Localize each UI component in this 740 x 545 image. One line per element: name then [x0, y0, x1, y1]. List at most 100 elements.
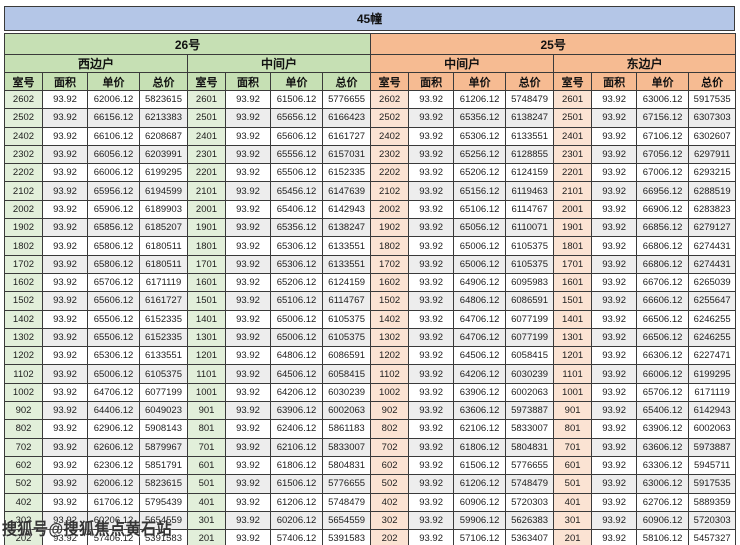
area-cell: 93.92	[591, 474, 638, 494]
total-price-cell: 6077199	[505, 309, 555, 329]
area-cell: 93.92	[408, 364, 455, 384]
unit-price-cell: 63306.12	[636, 455, 690, 476]
unit-price-cell: 66806.12	[636, 254, 690, 274]
total-price-cell: 6114767	[321, 291, 372, 311]
room-cell: 2102	[370, 181, 410, 201]
total-price-cell: 6142943	[321, 199, 372, 220]
table-row: 1302 93.92 65506.12 6152335 1301 93.92 65006.1…	[4, 327, 737, 348]
table-row: 1402 93.92 65506.12 6152335 1401 93.92 65006.1…	[4, 309, 737, 329]
area-cell: 93.92	[591, 529, 638, 545]
col-header: 面积	[225, 72, 271, 91]
table-body: 2602 93.92 62006.12 5823615 2601 93.92 61506.1…	[4, 89, 737, 545]
area-cell: 93.92	[408, 236, 455, 256]
col-header: 单价	[270, 72, 323, 91]
area-cell: 93.92	[591, 510, 638, 531]
unit-price-cell: 67056.12	[636, 144, 690, 165]
unit-price-cell: 63906.12	[453, 382, 507, 403]
area-cell: 93.92	[42, 364, 88, 384]
area-cell: 93.92	[42, 126, 88, 146]
area-cell: 93.92	[225, 254, 271, 274]
total-price-cell: 6152335	[139, 309, 188, 329]
room-cell: 1302	[4, 327, 43, 348]
area-cell: 93.92	[408, 163, 455, 183]
unit-price-cell: 65106.12	[453, 199, 507, 220]
total-price-cell: 6114767	[505, 199, 555, 220]
room-cell: 1901	[187, 218, 226, 238]
unit-price-cell: 65106.12	[270, 291, 323, 311]
col-header: 室号	[187, 72, 226, 91]
table-row: 502 93.92 62006.12 5823615 501 93.92 61506.12 5…	[4, 474, 737, 494]
unit-price-cell: 64506.12	[270, 364, 323, 384]
area-cell: 93.92	[408, 309, 455, 329]
area-cell: 93.92	[42, 492, 88, 512]
total-price-cell: 6105375	[321, 327, 372, 348]
total-price-cell: 5776655	[321, 474, 372, 494]
total-price-cell: 6133551	[321, 254, 372, 274]
unit-price-cell: 60206.12	[87, 510, 140, 531]
unit-price-cell: 64706.12	[453, 327, 507, 348]
unit-price-cell: 66006.12	[87, 163, 140, 183]
area-cell: 93.92	[591, 401, 638, 421]
table-row: 2602 93.92 62006.12 5823615 2601 93.92 61506.1…	[4, 89, 737, 110]
total-price-cell: 6133551	[505, 126, 555, 146]
room-cell: 501	[553, 474, 593, 494]
room-cell: 402	[4, 492, 43, 512]
room-cell: 1902	[4, 218, 43, 238]
table-row: 1102 93.92 65006.12 6105375 1101 93.92 64506.1…	[4, 364, 737, 384]
unit-price-cell: 67106.12	[636, 126, 690, 146]
room-cell: 2502	[4, 108, 43, 128]
unit-price-cell: 66056.12	[87, 144, 140, 165]
area-cell: 93.92	[591, 437, 638, 457]
area-cell: 93.92	[42, 236, 88, 256]
area-cell: 93.92	[225, 419, 271, 439]
area-cell: 93.92	[408, 401, 455, 421]
table-row: 2002 93.92 65906.12 6189903 2001 93.92 65406.1…	[4, 199, 737, 220]
room-cell: 2001	[187, 199, 226, 220]
total-price-cell: 5654559	[139, 510, 188, 531]
area-cell: 93.92	[591, 254, 638, 274]
area-cell: 93.92	[408, 510, 455, 531]
total-price-cell: 6227471	[688, 346, 737, 366]
area-cell: 93.92	[591, 382, 638, 403]
area-cell: 93.92	[408, 218, 455, 238]
area-cell: 93.92	[408, 199, 455, 220]
table-row: 802 93.92 62906.12 5908143 801 93.92 62406.12 5…	[4, 419, 737, 439]
total-price-cell: 6166423	[321, 108, 372, 128]
room-cell: 1402	[370, 309, 410, 329]
room-cell: 401	[553, 492, 593, 512]
total-price-cell: 5945711	[688, 455, 737, 476]
unit-price-cell: 65656.12	[270, 108, 323, 128]
col-header: 总价	[321, 72, 372, 91]
unit-price-cell: 65706.12	[636, 382, 690, 403]
area-cell: 93.92	[408, 108, 455, 128]
unit-price-cell: 64806.12	[270, 346, 323, 366]
area-cell: 93.92	[42, 401, 88, 421]
room-cell: 2601	[187, 89, 226, 110]
col-header: 面积	[408, 72, 455, 91]
area-cell: 93.92	[42, 108, 88, 128]
total-price-cell: 5861183	[321, 419, 372, 439]
total-price-cell: 6161727	[321, 126, 372, 146]
room-cell: 1601	[553, 272, 593, 293]
area-cell: 93.92	[408, 474, 455, 494]
room-cell: 302	[370, 510, 410, 531]
room-cell: 901	[187, 401, 226, 421]
unit-price-cell: 65806.12	[87, 254, 140, 274]
unit-price-cell: 65806.12	[87, 236, 140, 256]
unit-price-cell: 63006.12	[636, 474, 690, 494]
area-cell: 93.92	[225, 236, 271, 256]
unit-price-cell: 66856.12	[636, 218, 690, 238]
total-price-cell: 5363407	[505, 529, 555, 545]
total-price-cell: 5917535	[688, 474, 737, 494]
area-cell: 93.92	[408, 144, 455, 165]
unit-price-cell: 64706.12	[453, 309, 507, 329]
room-cell: 1302	[370, 327, 410, 348]
area-cell: 93.92	[42, 529, 88, 545]
total-price-cell: 6105375	[139, 364, 188, 384]
area-cell: 93.92	[408, 382, 455, 403]
area-cell: 93.92	[225, 199, 271, 220]
area-cell: 93.92	[408, 254, 455, 274]
unit-price-cell: 61506.12	[270, 89, 323, 110]
unit-price-cell: 64906.12	[453, 272, 507, 293]
col-header: 室号	[4, 72, 43, 91]
